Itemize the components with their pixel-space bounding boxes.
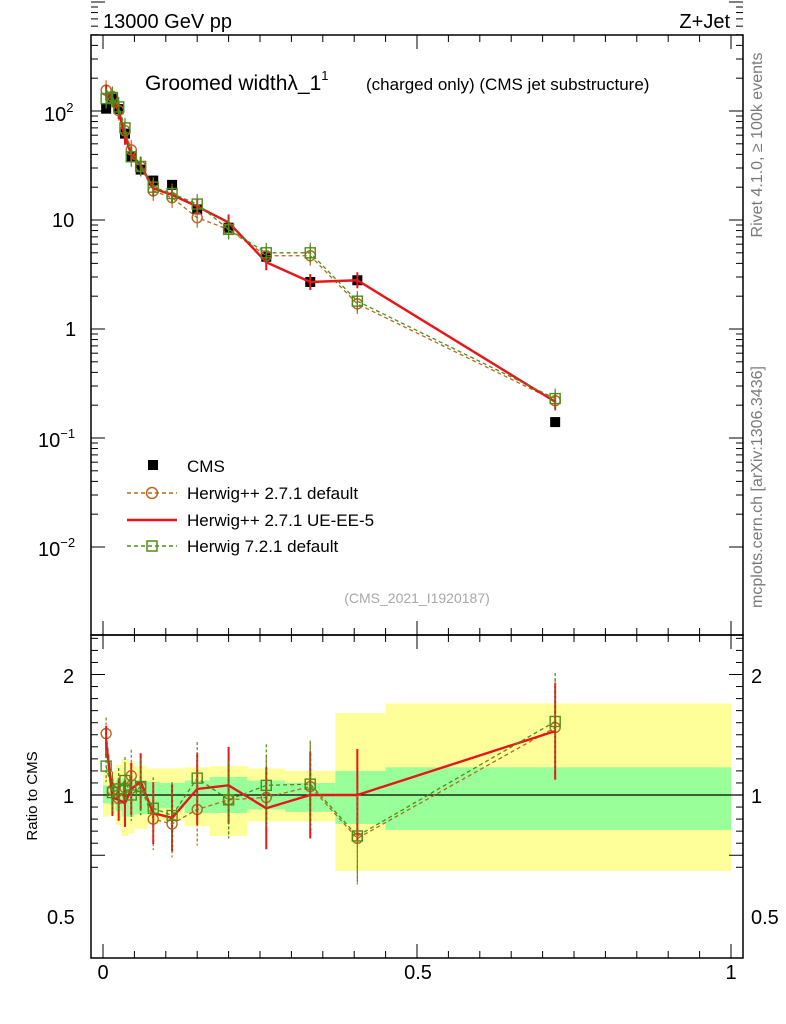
cms-data-point	[550, 417, 561, 428]
ratio-ytick-1-left: 1	[63, 786, 74, 808]
ytick-sup-100: 2	[66, 100, 73, 115]
point-marker-herwig-7-2-1-default	[351, 295, 364, 307]
ratio-marks	[100, 672, 561, 885]
ratio-point-herwig-7-2-1-default	[112, 783, 125, 795]
legend-marker-herwig7-default	[146, 540, 158, 552]
xtick-label-1: 1	[725, 962, 736, 984]
ytick-label-10: 10	[52, 210, 74, 232]
ratio-ticks	[91, 635, 743, 958]
xtick-label-0.5: 0.5	[404, 962, 432, 984]
ratio-band-green	[385, 767, 731, 830]
chart-title-sup: 1	[321, 68, 328, 83]
ratio-point-herwig-7-2-1-default	[166, 809, 178, 822]
ratio-ytick-2-left: 2	[63, 666, 74, 688]
chart-subtitle: (charged only) (CMS jet substructure)	[366, 75, 649, 94]
series-line-herwigpp-2-7-1-ue-ee-5	[105, 91, 556, 403]
point-marker-herwig-7-2-1-default	[191, 198, 203, 210]
legend-marker-herwigpp-default	[145, 486, 159, 500]
ratio-point-herwig-7-2-1-default	[106, 786, 119, 799]
point-marker-herwig-7-2-1-default	[549, 392, 561, 405]
main-ticks	[91, 1, 743, 635]
ratio-ylabel: Ratio to CMS	[24, 751, 41, 840]
rivet-label: Rivet 4.1.0, ≥ 100k events	[749, 53, 766, 238]
point-marker-herwig-7-2-1-default	[125, 151, 137, 163]
point-marker-herwig-7-2-1-default	[119, 122, 131, 134]
ratio-band-green	[103, 785, 110, 804]
series-line-herwig-7-2-1-default	[106, 96, 556, 400]
main-marks	[100, 80, 561, 428]
point-marker-herwig-7-2-1-default	[166, 187, 178, 200]
ratio-band-green	[335, 770, 386, 824]
point-marker-herwig-7-2-1-default	[112, 101, 125, 113]
mcplots-label: mcplots.cern.ch [arXiv:1306.3436]	[749, 366, 766, 608]
point-marker-herwig-7-2-1-default	[260, 247, 272, 259]
legend-label-herwig7-default: Herwig 7.2.1 default	[187, 537, 338, 556]
series-line-herwigpp-2-7-1-default	[105, 89, 556, 402]
point-marker-herwig-7-2-1-default	[100, 92, 112, 105]
legend-label-herwigpp-ueee5: Herwig++ 2.7.1 UE-EE-5	[187, 511, 374, 530]
legend-marker-cms	[148, 460, 158, 470]
ytick-label-1: 1	[65, 319, 76, 341]
ratio-point-herwig-7-2-1-default	[549, 715, 561, 728]
ratio-ytick-2-right: 2	[751, 666, 762, 688]
header-right: Z+Jet	[679, 11, 730, 33]
legend-label-herwigpp-default: Herwig++ 2.7.1 default	[187, 484, 358, 503]
analysis-watermark: (CMS_2021_I1920187)	[344, 590, 490, 606]
legend-label-cms: CMS	[187, 457, 225, 476]
ytick-sup-0.01: −2	[60, 535, 75, 550]
ratio-point-herwig-7-2-1-default	[100, 760, 112, 772]
ratio-point-herwig-7-2-1-default	[191, 772, 203, 784]
main-panel: 102 10 1 10−1 10−2 Groomed widthλ_11 (ch…	[38, 1, 744, 636]
ratio-point-herwig-7-2-1-default	[147, 802, 159, 814]
point-marker-herwig-7-2-1-default	[106, 91, 119, 104]
ratio-point-herwig-7-2-1-default	[125, 789, 137, 801]
ratio-point-herwig-7-2-1-default	[119, 774, 131, 787]
point-marker-herwig-7-2-1-default	[222, 223, 235, 236]
ratio-point-herwig-7-2-1-default	[260, 779, 272, 792]
legend: CMS Herwig++ 2.7.1 default Herwig++ 2.7.…	[127, 457, 374, 556]
ratio-point-herwig-7-2-1-default	[222, 794, 235, 806]
chart-title: Groomed widthλ_11	[145, 68, 329, 95]
point-marker-herwig-7-2-1-default	[147, 181, 159, 193]
xtick-label-0: 0	[97, 962, 108, 984]
ratio-point-herwig-7-2-1-default	[304, 778, 316, 790]
point-marker-herwig-7-2-1-default	[134, 160, 147, 173]
ratio-ytick-1-right: 1	[751, 786, 762, 808]
ytick-label-0.1: 10−1	[38, 426, 75, 452]
ratio-ytick-0.5-right: 0.5	[751, 907, 779, 929]
ratio-ytick-0.5-left: 0.5	[47, 907, 75, 929]
ytick-label-0.01: 10−2	[38, 535, 75, 561]
ratio-point-herwig-7-2-1-default	[351, 830, 364, 842]
ytick-label-100: 102	[44, 100, 73, 126]
point-marker-herwig-7-2-1-default	[304, 247, 316, 259]
ytick-sup-0.1: −1	[60, 426, 75, 441]
header-left: 13000 GeV pp	[103, 11, 232, 33]
ratio-line-herwigpp-2-7-1-ue-ee-5	[104, 729, 556, 820]
ratio-line-herwig-7-2-1-default	[105, 720, 556, 837]
ratio-panel: 2 1 0.5 2 1 0.5 Ratio to CMS 0 0.5 1	[24, 634, 779, 984]
ratio-point-herwig-7-2-1-default	[134, 780, 147, 793]
cms-data-point	[101, 103, 112, 114]
